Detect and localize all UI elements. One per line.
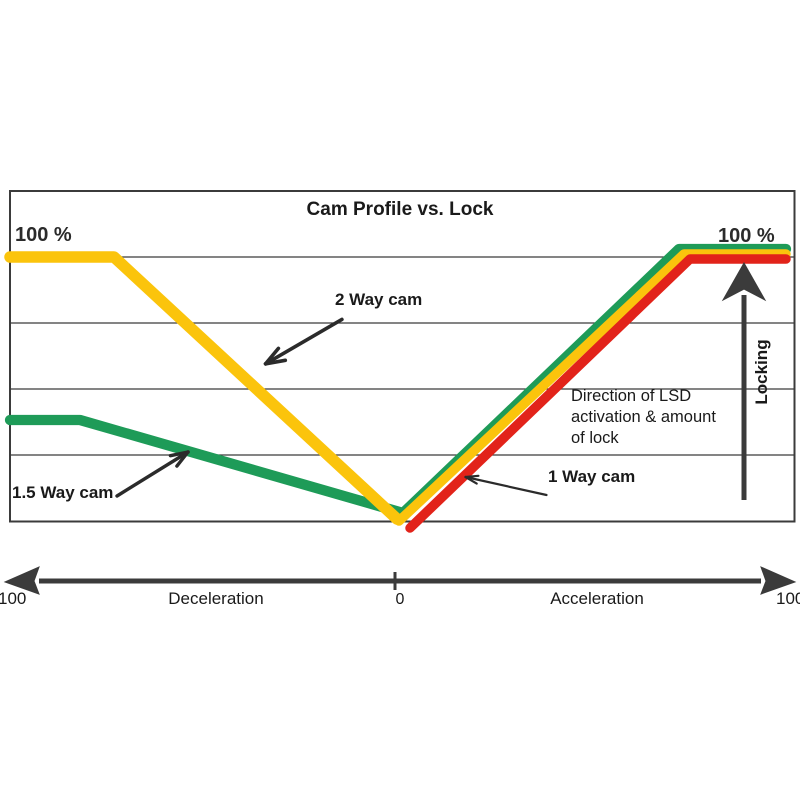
svg-text:100: 100 bbox=[776, 589, 800, 608]
svg-text:0: 0 bbox=[396, 591, 405, 608]
svg-text:Cam Profile vs. Lock: Cam Profile vs. Lock bbox=[307, 199, 494, 220]
svg-text:Locking: Locking bbox=[752, 339, 771, 404]
svg-text:100: 100 bbox=[0, 589, 26, 608]
svg-text:of lock: of lock bbox=[571, 429, 619, 447]
svg-text:1.5 Way cam: 1.5 Way cam bbox=[12, 483, 113, 502]
svg-text:Direction of LSD: Direction of LSD bbox=[571, 387, 691, 405]
svg-text:100 %: 100 % bbox=[15, 224, 72, 246]
svg-text:2 Way cam: 2 Way cam bbox=[335, 290, 422, 309]
svg-text:1 Way cam: 1 Way cam bbox=[548, 467, 635, 486]
svg-text:Acceleration: Acceleration bbox=[550, 589, 644, 608]
svg-text:activation & amount: activation & amount bbox=[571, 408, 716, 426]
svg-text:Deceleration: Deceleration bbox=[168, 589, 263, 608]
svg-text:100 %: 100 % bbox=[718, 225, 775, 247]
